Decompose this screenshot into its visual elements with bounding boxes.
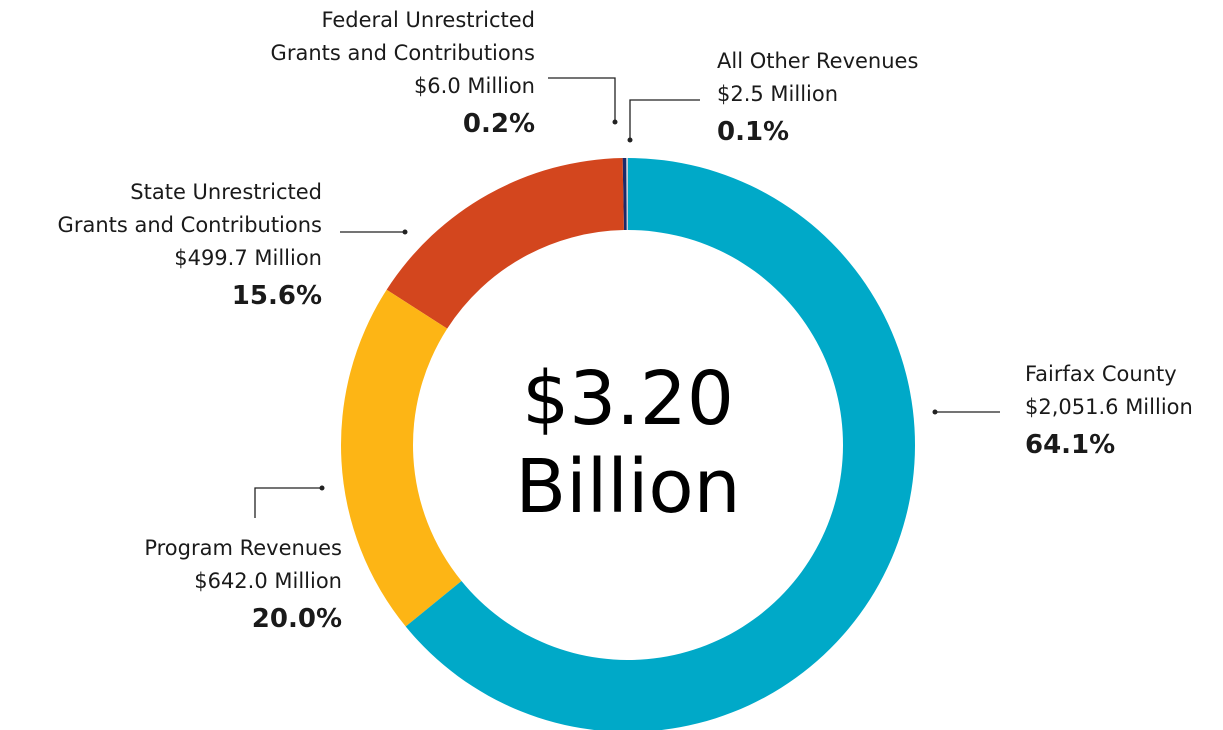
slice-label: Fairfax County $2,051.6 Million 64.1%	[1025, 358, 1223, 466]
leader-dot	[612, 119, 618, 125]
slice-label: All Other Revenues $2.5 Million 0.1%	[717, 45, 1017, 153]
leader-dots	[319, 119, 938, 491]
leader-dot	[932, 409, 938, 415]
amount-label: $2,051.6 Million	[1025, 395, 1193, 419]
value-label: 15.6%	[231, 281, 322, 311]
donut-slice	[622, 158, 627, 231]
category-label: State Unrestricted Grants and Contributi…	[57, 180, 322, 237]
category-label: Program Revenues	[144, 536, 342, 560]
category-label: Fairfax County	[1025, 362, 1177, 386]
center-label: $3.20 Billion	[515, 356, 741, 530]
value-label: 20.0%	[251, 604, 342, 634]
donut-slice	[386, 158, 624, 329]
donut-slice	[626, 158, 628, 231]
value-label: 0.1%	[717, 117, 790, 147]
amount-label: $642.0 Million	[194, 569, 342, 593]
leader-line	[254, 487, 322, 518]
amount-label: $499.7 Million	[174, 246, 322, 270]
leader-lines	[254, 77, 1000, 518]
donut-slice	[405, 158, 915, 730]
value-label: 0.2%	[462, 109, 535, 139]
category-label: All Other Revenues	[717, 49, 919, 73]
slice-label: Program Revenues $642.0 Million 20.0%	[60, 532, 342, 640]
leader-line	[629, 99, 700, 140]
category-label: Federal Unrestricted Grants and Contribu…	[270, 8, 535, 65]
donut-slice	[340, 289, 462, 627]
amount-label: $6.0 Million	[413, 74, 535, 98]
leader-line	[548, 77, 616, 122]
slice-label: Federal Unrestricted Grants and Contribu…	[200, 4, 535, 145]
leader-dot	[402, 229, 408, 235]
leader-dot	[319, 485, 325, 491]
leader-dot	[627, 137, 633, 143]
amount-label: $2.5 Million	[717, 82, 839, 106]
slice-label: State Unrestricted Grants and Contributi…	[0, 176, 322, 317]
value-label: 64.1%	[1025, 430, 1116, 460]
